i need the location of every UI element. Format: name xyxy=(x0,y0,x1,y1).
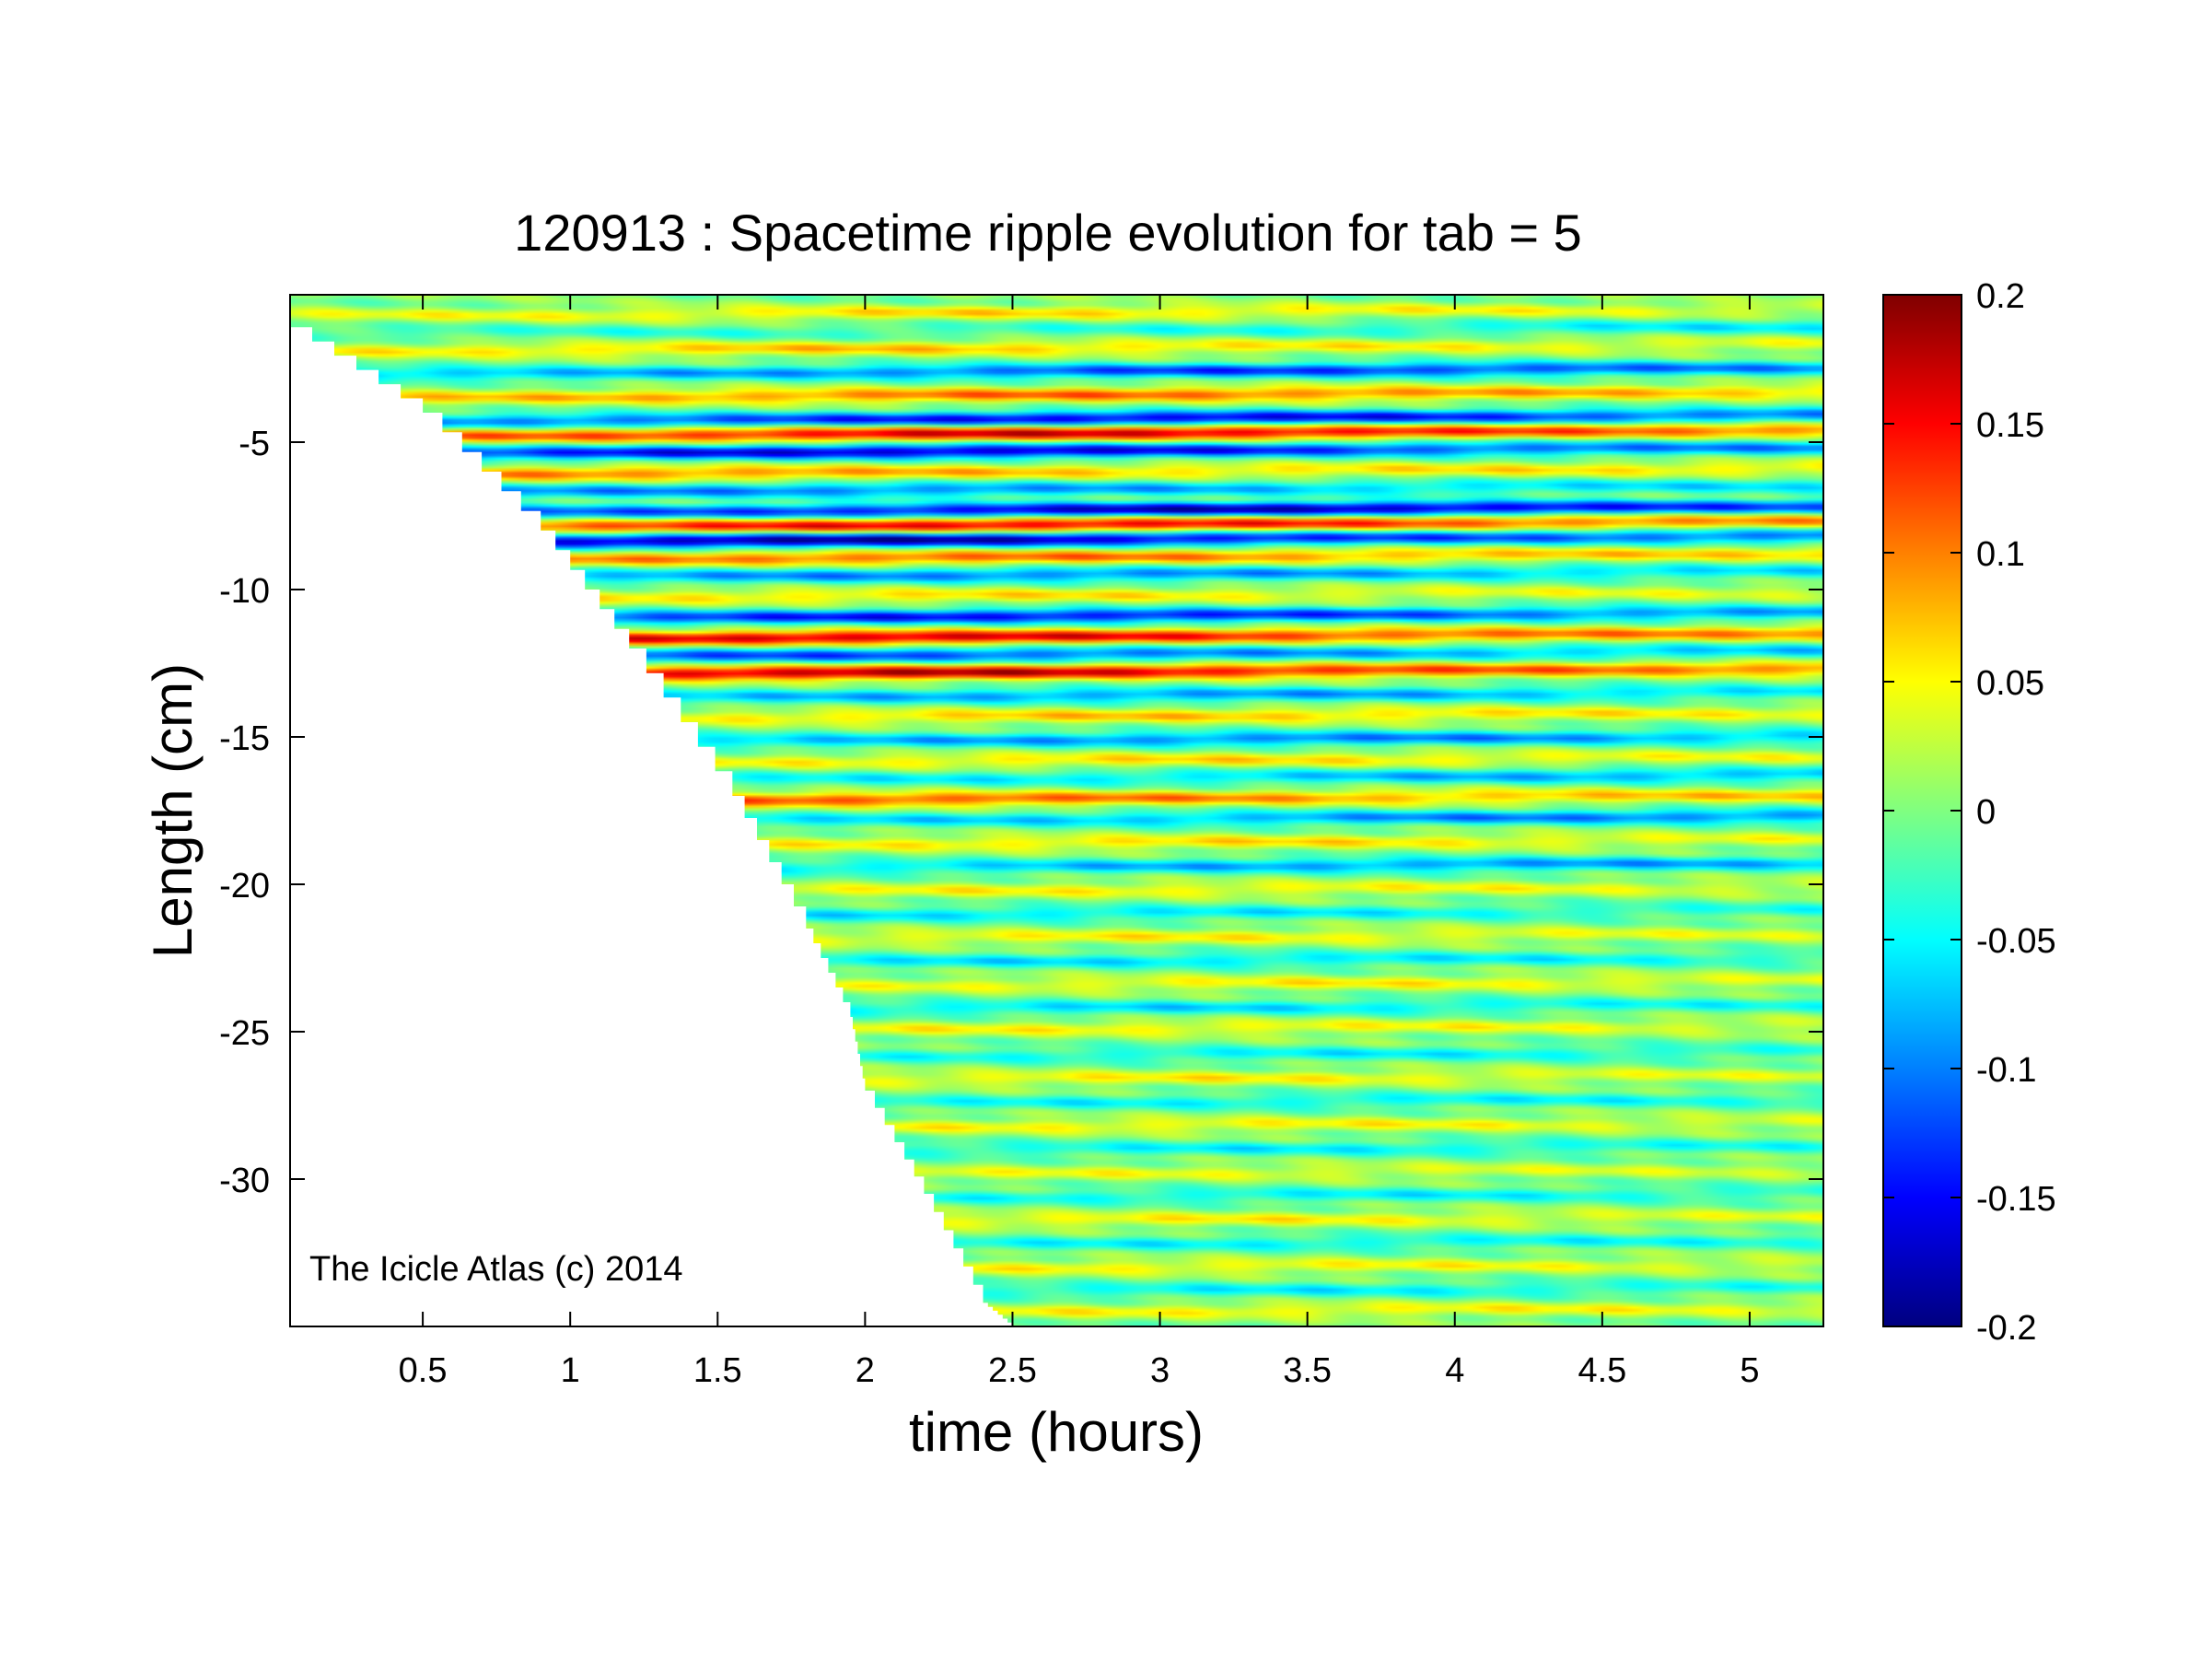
colorbar-gradient xyxy=(1883,295,1962,1326)
x-tick-label: 4 xyxy=(1445,1351,1464,1390)
colorbar-tick-label: 0 xyxy=(1976,793,1996,832)
y-tick-label: -10 xyxy=(219,572,270,611)
colorbar-tick-label: -0.1 xyxy=(1976,1051,2036,1090)
y-tick-label: -30 xyxy=(219,1162,270,1200)
colorbar-tick-label: -0.15 xyxy=(1976,1180,2056,1219)
plot-frame xyxy=(289,294,1824,1327)
y-tick-label: -20 xyxy=(219,867,270,905)
x-tick-label: 3.5 xyxy=(1283,1351,1332,1390)
x-axis-label: time (hours) xyxy=(909,1401,1204,1463)
x-tick-label: 1 xyxy=(561,1351,580,1390)
x-tick-label: 1.5 xyxy=(693,1351,742,1390)
x-tick-label: 4.5 xyxy=(1578,1351,1626,1390)
x-tick-label: 5 xyxy=(1740,1351,1759,1390)
x-tick-label: 3 xyxy=(1150,1351,1170,1390)
x-tick-label: 2.5 xyxy=(988,1351,1037,1390)
colorbar-ticks: 0.2 0.15 0.1 0.05 0 -0.05 -0.1 -0.15 -0.2 xyxy=(1883,277,2056,1348)
x-tick-label: 0.5 xyxy=(399,1351,448,1390)
x-axis-ticks: 0.5 1 1.5 2 2.5 3 3.5 4 4.5 5 xyxy=(399,295,1760,1390)
colorbar-tick-label: 0.2 xyxy=(1976,277,2025,316)
colorbar-tick-label: 0.05 xyxy=(1976,664,2044,703)
colorbar-tick-label: 0.15 xyxy=(1976,406,2044,445)
chart-title: 120913 : Spacetime ripple evolution for … xyxy=(514,204,1582,262)
heatmap-plot-area: 0.5 1 1.5 2 2.5 3 3.5 4 4.5 5 -5 -10 -15 -20 -25 -30 T… xyxy=(219,294,1824,1390)
x-tick-label: 2 xyxy=(856,1351,875,1390)
y-tick-label: -15 xyxy=(219,719,270,758)
y-tick-label: -25 xyxy=(219,1014,270,1053)
y-axis-label: Length (cm) xyxy=(142,663,204,958)
copyright-annotation: The Icicle Atlas (c) 2014 xyxy=(309,1250,683,1289)
colorbar: 0.2 0.15 0.1 0.05 0 -0.05 -0.1 -0.15 -0.2 xyxy=(1882,277,2056,1348)
colorbar-tick-label: -0.2 xyxy=(1976,1309,2036,1348)
unmeasured-region xyxy=(290,327,1013,1326)
y-tick-label: -5 xyxy=(239,425,270,463)
colorbar-tick-label: 0.1 xyxy=(1976,535,2025,574)
colorbar-tick-label: -0.05 xyxy=(1976,922,2056,961)
y-axis-ticks: -5 -10 -15 -20 -25 -30 xyxy=(219,425,1823,1200)
